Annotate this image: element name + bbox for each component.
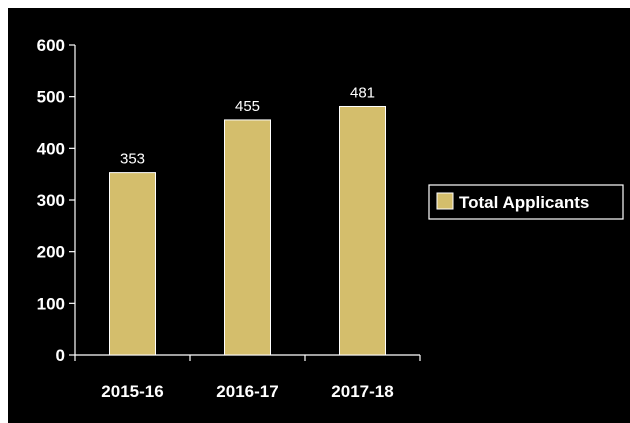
y-tick-label: 300 [37,191,65,210]
bar [339,105,386,356]
data-label: 455 [235,98,260,115]
bar [109,172,156,356]
data-label: 481 [350,84,375,101]
y-axis-ticks: 0 100 200 300 400 500 600 [37,36,75,365]
x-tick-label: 2017-18 [331,382,393,401]
y-tick-label: 100 [37,294,65,313]
bars-group: 353 455 481 [109,84,386,356]
legend-swatch [436,192,454,210]
x-tick-label: 2015-16 [101,382,163,401]
bar [224,119,271,356]
legend-label: Total Applicants [459,193,589,212]
data-label: 353 [120,151,145,168]
legend: Total Applicants [428,184,624,220]
y-tick-label: 600 [37,36,65,55]
x-axis-ticks: 2015-16 2016-17 2017-18 [74,355,421,401]
y-tick-label: 400 [37,139,65,158]
x-tick-label: 2016-17 [216,382,278,401]
legend-box [428,184,624,220]
y-tick-label: 500 [37,88,65,107]
y-tick-label: 200 [37,243,65,262]
y-tick-label: 0 [56,346,65,365]
